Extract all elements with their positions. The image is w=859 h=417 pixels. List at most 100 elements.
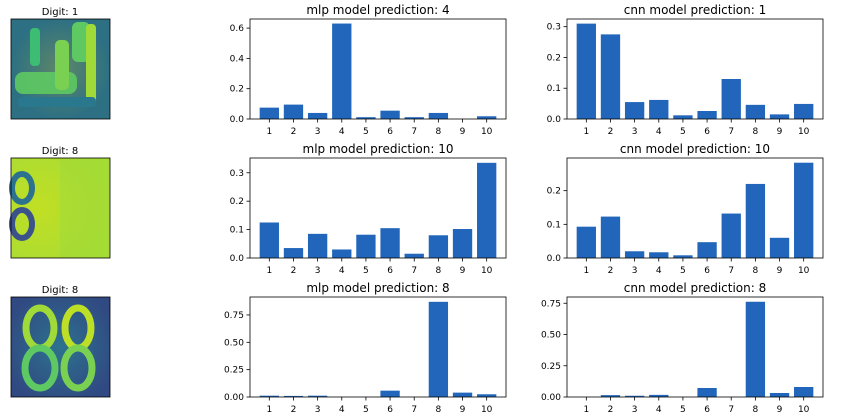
bar [721,79,741,119]
x-tick-label: 4 [656,405,662,415]
bar [673,115,693,119]
x-tick-label: 7 [728,266,734,276]
x-tick-label: 5 [363,405,369,415]
bar [380,228,400,258]
x-tick-label: 5 [680,405,686,415]
chart-frame [249,157,507,259]
y-tick-label: 0.4 [230,54,245,64]
bar [380,110,400,119]
y-tick-label: 0.1 [547,84,561,94]
chart-title: mlp model prediction: 10 [303,142,454,156]
bar [428,235,449,258]
chart-frame [249,18,507,120]
bar [428,112,449,119]
bar [259,107,279,119]
x-tick-label: 9 [460,405,466,415]
bar [259,222,279,258]
x-tick-label: 7 [411,266,417,276]
digit-1-thumbnail-icon [10,18,111,120]
y-tick-label: 0.1 [547,220,561,230]
x-tick-label: 2 [608,405,614,415]
digit-panel-3: Digit: 8 [10,285,111,398]
bar-chart-4: cnn model prediction: 10 1 2 3 4 5 6 7 8 9 10 0.0 0.… [547,142,824,276]
bar [404,117,424,119]
chart-frame [249,296,507,398]
y-tick-label: 0.1 [230,226,244,236]
x-tick-label: 6 [387,405,393,415]
x-tick-label: 8 [753,127,759,137]
bar [649,252,669,258]
x-tick-label: 6 [387,266,393,276]
x-tick-label: 7 [728,405,734,415]
y-tick-label: 0.2 [547,187,561,197]
bar [745,183,766,258]
bar [283,104,304,119]
chart-title: mlp model prediction: 4 [306,3,449,17]
bar [697,242,717,258]
x-tick-label: 2 [608,266,614,276]
y-tick-label: 0.0 [547,115,562,125]
x-tick-label: 5 [363,266,369,276]
bar [380,390,400,397]
bar [769,237,790,258]
bar [259,395,279,397]
chart-title: cnn model prediction: 8 [624,281,767,295]
bar [576,23,596,119]
x-tick-label: 2 [608,127,614,137]
x-tick-label: 8 [436,405,442,415]
bar [697,388,717,397]
bar [745,104,766,119]
y-tick-label: 0.50 [224,338,244,348]
digit-panel-1: Digit: 1 [10,7,111,120]
bar [697,111,717,119]
bar [332,23,352,119]
x-tick-label: 7 [728,127,734,137]
chart-frame [566,18,824,120]
x-tick-label: 10 [481,127,493,137]
x-tick-label: 10 [481,266,493,276]
bar-chart-3: mlp model prediction: 10 1 2 3 4 5 6 7 8 9 10 0.0 0.… [230,142,507,276]
bar [307,233,328,258]
bar [600,34,621,120]
x-tick-label: 8 [753,405,759,415]
bar [624,251,645,258]
chart-frame [566,157,824,259]
bar [769,393,790,397]
x-tick-label: 2 [291,266,297,276]
bar [477,162,497,258]
bar [477,394,497,397]
bar [452,229,473,258]
bar [721,213,741,258]
digit-8-thumbnail-icon [9,157,111,259]
bar [600,395,621,397]
bar [624,102,645,119]
bar [794,387,814,397]
x-tick-label: 7 [411,405,417,415]
x-tick-label: 4 [339,266,345,276]
x-tick-label: 5 [680,127,686,137]
x-tick-label: 9 [777,127,783,137]
bar-chart-1: mlp model prediction: 4 1 2 3 4 5 6 7 8 9 10 0.0 0.2… [230,3,507,137]
x-tick-label: 3 [632,405,638,415]
x-tick-label: 3 [315,127,321,137]
bar [794,162,814,258]
y-tick-label: 0.75 [224,311,244,321]
x-tick-label: 10 [481,405,493,415]
x-tick-label: 10 [798,127,810,137]
x-tick-label: 2 [291,405,297,415]
x-tick-label: 1 [583,405,589,415]
x-tick-label: 8 [753,266,759,276]
x-tick-label: 10 [798,266,810,276]
bar [769,114,790,119]
bar [649,99,669,119]
x-tick-label: 2 [291,127,297,137]
x-tick-label: 3 [632,127,638,137]
x-tick-label: 1 [266,127,272,137]
chart-title: cnn model prediction: 1 [624,3,767,17]
y-tick-label: 0.0 [547,254,562,264]
x-tick-label: 5 [680,266,686,276]
x-tick-label: 1 [266,405,272,415]
bar-chart-2: cnn model prediction: 1 1 2 3 4 5 6 7 8 9 10 0.0 0.1… [547,3,824,137]
x-tick-label: 1 [266,266,272,276]
x-tick-label: 9 [777,266,783,276]
